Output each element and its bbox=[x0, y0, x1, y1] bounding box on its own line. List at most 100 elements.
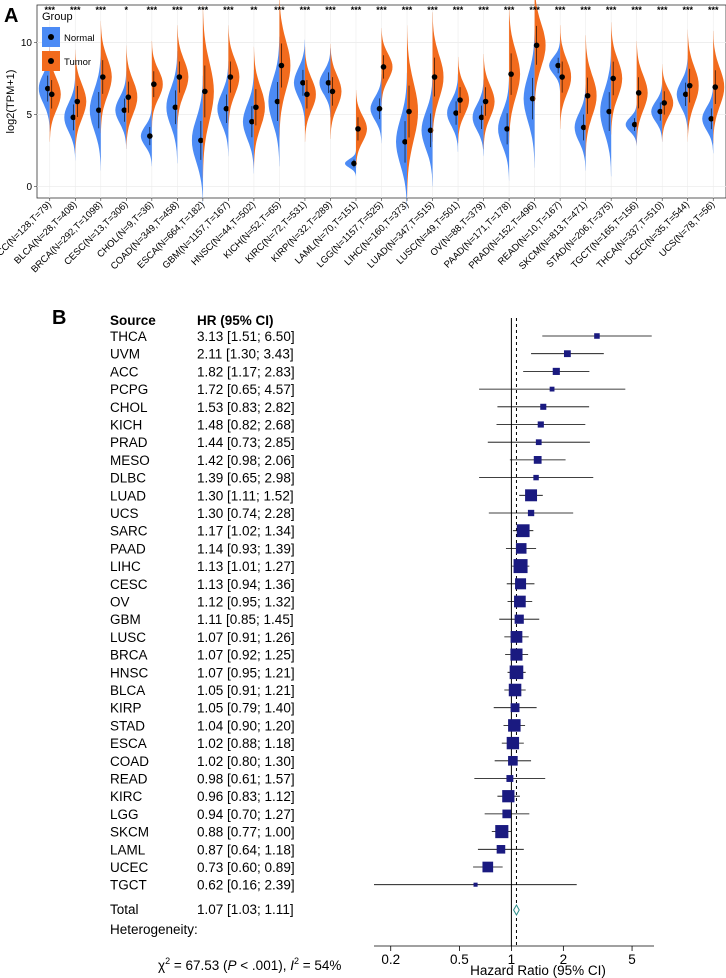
normal-violin-median-dot bbox=[555, 62, 561, 69]
row-hr-label: 1.82 [1.17; 2.83] bbox=[197, 364, 295, 379]
heterogeneity-stats: χ2 = 67.53 (P < .001), I2 = 54% bbox=[158, 956, 341, 973]
row-hr-label: 1.14 [0.93; 1.39] bbox=[197, 541, 295, 556]
normal-violin-median-dot bbox=[427, 127, 434, 134]
y-tick-label: 10 bbox=[21, 38, 33, 49]
row-square bbox=[502, 809, 512, 819]
row-hr-label: 1.02 [0.88; 1.18] bbox=[197, 736, 295, 751]
x-tick-label: 1 bbox=[508, 952, 516, 967]
tumor-violin-median-dot bbox=[329, 88, 336, 95]
tumor-violin bbox=[662, 64, 674, 142]
row-square bbox=[537, 421, 544, 428]
tumor-violin-median-dot bbox=[686, 82, 693, 89]
normal-violin bbox=[217, 61, 229, 157]
normal-violin-median-dot bbox=[44, 85, 51, 92]
legend-dot bbox=[48, 58, 54, 64]
significance-label: *** bbox=[300, 5, 311, 15]
significance-label: *** bbox=[427, 5, 438, 15]
total-diamond bbox=[513, 903, 520, 917]
normal-violin bbox=[293, 39, 305, 126]
significance-label: *** bbox=[325, 5, 336, 15]
row-hr-label: 1.13 [1.01; 1.27] bbox=[197, 559, 295, 574]
normal-violin bbox=[319, 48, 331, 118]
tumor-violin-median-dot bbox=[380, 64, 387, 70]
tumor-violin-median-dot bbox=[559, 74, 565, 80]
normal-violin-median-dot bbox=[95, 107, 102, 113]
row-hr-label: 3.13 [1.51; 6.50] bbox=[197, 329, 295, 344]
row-hr-label: 1.02 [0.80; 1.30] bbox=[197, 754, 295, 769]
row-square bbox=[473, 882, 478, 887]
normal-violin bbox=[140, 105, 152, 167]
row-square bbox=[506, 775, 514, 782]
normal-violin-median-dot bbox=[121, 107, 128, 113]
hr-header: HR (95% CI) bbox=[197, 313, 274, 328]
row-hr-label: 1.44 [0.73; 2.85] bbox=[197, 435, 295, 450]
row-square bbox=[508, 683, 522, 697]
significance-label: *** bbox=[351, 5, 362, 15]
normal-violin bbox=[523, 29, 535, 168]
row-source: UVM bbox=[110, 347, 140, 362]
tumor-violin-median-dot bbox=[253, 104, 259, 111]
normal-violin-median-dot bbox=[580, 124, 587, 131]
legend-label: Tumor bbox=[64, 57, 91, 68]
significance-label: *** bbox=[453, 5, 464, 15]
row-source: TGCT bbox=[110, 878, 147, 893]
row-square bbox=[509, 665, 524, 680]
normal-violin bbox=[64, 74, 76, 161]
normal-violin-median-dot bbox=[631, 121, 638, 128]
tumor-violin-median-dot bbox=[151, 81, 157, 88]
row-source: GBM bbox=[110, 612, 141, 627]
row-source: LAML bbox=[110, 842, 146, 857]
heterogeneity-label: Heterogeneity: bbox=[110, 922, 198, 937]
tumor-violin bbox=[407, 25, 418, 198]
normal-violin-median-dot bbox=[606, 108, 612, 115]
row-square bbox=[508, 755, 518, 766]
source-header: Source bbox=[110, 313, 156, 328]
normal-violin bbox=[115, 71, 127, 150]
significance-label: *** bbox=[198, 5, 209, 15]
row-hr-label: 1.39 [0.65; 2.98] bbox=[197, 471, 295, 486]
tumor-violin bbox=[202, 5, 214, 178]
row-hr-label: 1.07 [0.91; 1.26] bbox=[197, 630, 295, 645]
row-hr-label: 0.62 [0.16; 2.39] bbox=[197, 878, 295, 893]
x-tick-label: 5 bbox=[628, 952, 636, 967]
row-square bbox=[525, 489, 538, 502]
normal-violin bbox=[370, 74, 382, 144]
tumor-violin bbox=[713, 30, 725, 144]
normal-violin bbox=[396, 72, 408, 211]
row-source: DLBC bbox=[110, 471, 146, 486]
significance-label: *** bbox=[376, 5, 387, 15]
tumor-violin bbox=[611, 22, 623, 135]
row-source: STAD bbox=[110, 718, 145, 733]
significance-label: *** bbox=[147, 5, 158, 15]
tumor-violin bbox=[126, 45, 138, 150]
row-square bbox=[515, 543, 527, 554]
row-source: BLCA bbox=[110, 683, 145, 698]
significance-label: *** bbox=[631, 5, 642, 15]
row-square bbox=[506, 736, 520, 750]
normal-violin-median-dot bbox=[682, 91, 689, 98]
row-source: LUAD bbox=[110, 488, 146, 503]
normal-violin bbox=[242, 69, 254, 174]
row-hr-label: 0.73 [0.60; 0.89] bbox=[197, 860, 295, 875]
y-tick-label: 0 bbox=[26, 182, 32, 193]
normal-violin bbox=[421, 74, 433, 187]
row-hr-label: 1.05 [0.79; 1.40] bbox=[197, 701, 295, 716]
significance-label: *** bbox=[555, 5, 566, 15]
y-tick-label: 5 bbox=[26, 110, 32, 121]
row-hr-label: 0.94 [0.70; 1.27] bbox=[197, 807, 295, 822]
normal-violin-median-dot bbox=[529, 95, 536, 102]
total-value: 1.07 [1.03; 1.11] bbox=[197, 902, 294, 917]
violin-plot: ***ACC(N=128,T=79)***BLCA(N=28,T=408)***… bbox=[0, 0, 726, 275]
forest-plot: THCA 3.13 [1.51; 6.50] UVM 2.11 [1.30; 3.43… bbox=[110, 318, 654, 978]
significance-label: *** bbox=[580, 5, 591, 15]
tumor-violin bbox=[304, 46, 316, 142]
significance-label: *** bbox=[223, 5, 234, 15]
row-hr-label: 1.12 [0.95; 1.32] bbox=[197, 595, 295, 610]
row-source: BRCA bbox=[110, 648, 148, 663]
row-square bbox=[535, 439, 542, 446]
normal-violin-median-dot bbox=[351, 160, 357, 167]
row-square bbox=[549, 386, 555, 392]
tumor-violin-median-dot bbox=[125, 94, 132, 100]
normal-violin-median-dot bbox=[453, 110, 459, 116]
significance-label: *** bbox=[529, 5, 540, 15]
